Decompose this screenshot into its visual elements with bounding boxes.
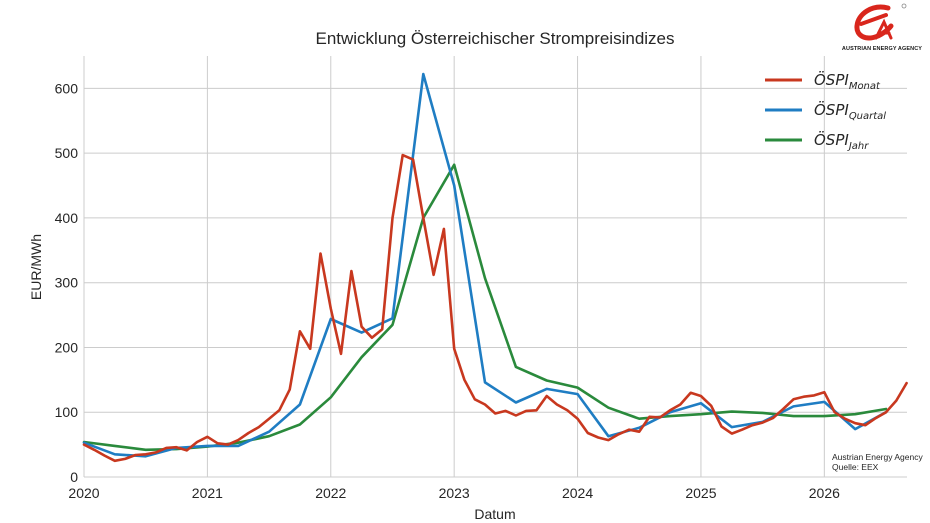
y-tick-label: 400 bbox=[55, 210, 79, 226]
x-tick-label: 2021 bbox=[192, 485, 223, 501]
x-tick-label: 2022 bbox=[315, 485, 346, 501]
series-line-quartal bbox=[82, 72, 888, 458]
legend-sublabel: Monat bbox=[849, 81, 881, 92]
legend-sublabel: Quartal bbox=[849, 111, 886, 122]
x-axis-label: Datum bbox=[474, 506, 515, 522]
x-tick-label: 2020 bbox=[68, 485, 99, 501]
series-lines bbox=[82, 72, 908, 463]
chart-title: Entwicklung Österreichischer Strompreisi… bbox=[315, 29, 674, 48]
y-tick-label: 300 bbox=[55, 275, 79, 291]
legend-sublabel: Jahr bbox=[847, 141, 869, 152]
aea-logo-text: AUSTRIAN ENERGY AGENCY bbox=[842, 46, 922, 52]
y-tick-label: 500 bbox=[55, 145, 79, 161]
y-tick-label: 0 bbox=[70, 469, 78, 485]
x-tick-label: 2023 bbox=[439, 485, 470, 501]
legend-entry-monat: ÖSPIMonat bbox=[814, 70, 881, 92]
source-agency: Austrian Energy Agency bbox=[832, 452, 923, 462]
y-axis-label: EUR/MWh bbox=[28, 234, 44, 300]
aea-logo-mark-icon bbox=[854, 3, 907, 41]
x-tick-label: 2025 bbox=[685, 485, 716, 501]
legend-entry-jahr: ÖSPIJahr bbox=[814, 130, 869, 152]
legend-label: ÖSPI bbox=[814, 130, 849, 149]
legend-label: ÖSPI bbox=[814, 100, 849, 119]
source-eex: Quelle: EEX bbox=[832, 462, 879, 472]
x-tick-label: 2024 bbox=[562, 485, 593, 501]
y-tick-label: 100 bbox=[55, 404, 79, 420]
aea-logo: AUSTRIAN ENERGY AGENCY bbox=[842, 3, 922, 52]
source-note: Austrian Energy Agency Quelle: EEX bbox=[832, 452, 923, 472]
y-tick-label: 600 bbox=[55, 80, 79, 96]
legend-label: ÖSPI bbox=[814, 70, 849, 89]
y-tick-label: 200 bbox=[55, 339, 79, 355]
tick-labels: 0 100 200 300 400 500 600 2020 2021 2022 2023 2024 2… bbox=[55, 80, 840, 501]
series-line-monat bbox=[82, 153, 908, 463]
legend-entry-quartal: ÖSPIQuartal bbox=[814, 100, 886, 122]
x-tick-label: 2026 bbox=[809, 485, 840, 501]
